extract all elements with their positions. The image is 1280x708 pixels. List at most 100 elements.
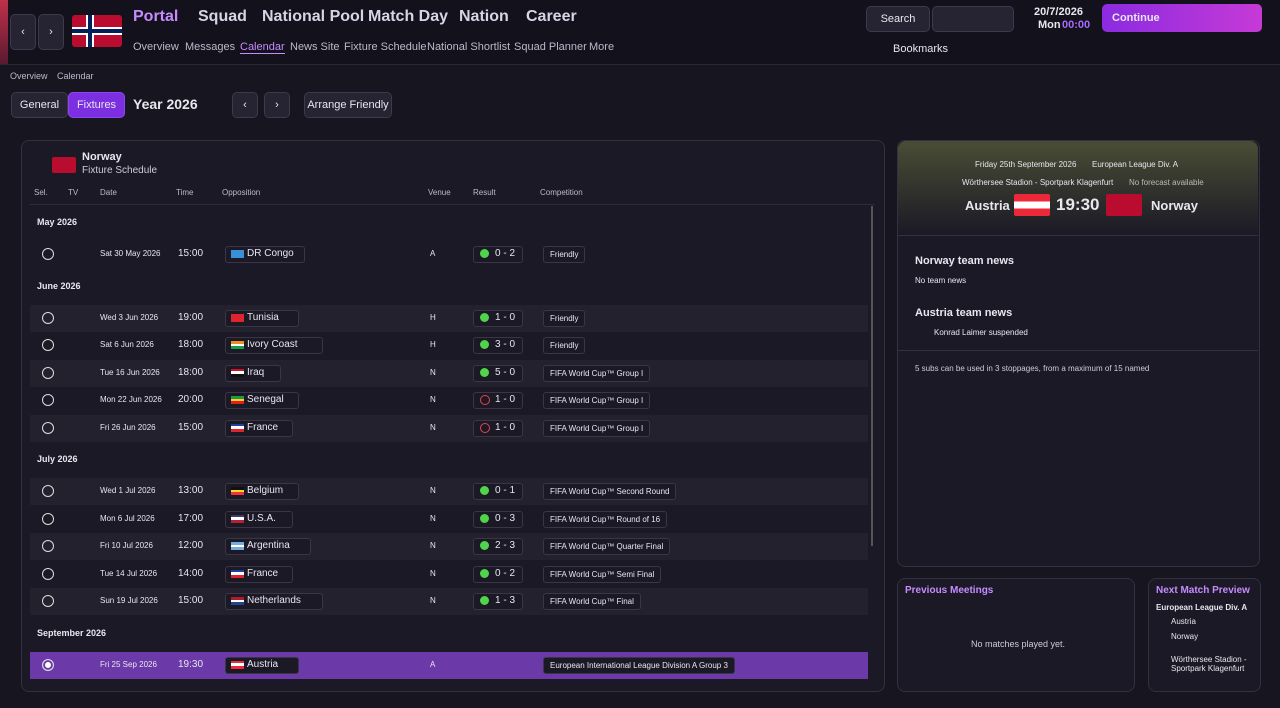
- fixture-time: 18:00: [178, 339, 204, 350]
- opposition[interactable]: Argentina: [247, 540, 290, 551]
- sub-nav-item[interactable]: National Shortlist: [427, 41, 511, 53]
- flag: [231, 368, 244, 377]
- column-header: Time: [176, 188, 194, 197]
- flag: [231, 514, 244, 523]
- opposition-chip: [225, 593, 323, 610]
- tab[interactable]: Fixtures: [68, 92, 125, 118]
- fixture-date: Sat 30 May 2026: [100, 249, 161, 258]
- select-radio[interactable]: [42, 485, 54, 497]
- date: 20/7/2026: [1034, 6, 1083, 18]
- main-nav-item[interactable]: Portal: [133, 8, 179, 25]
- select-radio[interactable]: [42, 394, 54, 406]
- select-radio[interactable]: [42, 421, 54, 434]
- flag: [231, 250, 244, 259]
- away-flag: [1106, 194, 1142, 216]
- prev-button[interactable]: ‹: [232, 92, 258, 118]
- opposition[interactable]: Netherlands: [247, 595, 301, 606]
- opposition[interactable]: DR Congo: [247, 248, 294, 259]
- venue: N: [430, 486, 436, 495]
- flag-stripe: [231, 602, 244, 606]
- flag-stripe: [231, 574, 244, 578]
- fixture-row[interactable]: [30, 414, 868, 442]
- opposition[interactable]: Iraq: [247, 366, 265, 378]
- fixture-row[interactable]: [30, 359, 868, 387]
- next-button[interactable]: ›: [264, 92, 290, 118]
- flag-stripe: [231, 514, 244, 518]
- sub-nav-item[interactable]: Calendar: [240, 41, 285, 54]
- opposition[interactable]: Austria: [247, 658, 279, 670]
- news-text: No team news: [915, 276, 967, 285]
- search-button[interactable]: Search: [866, 6, 930, 32]
- sub-nav-item[interactable]: News Site: [290, 41, 340, 53]
- opposition[interactable]: Belgium: [247, 485, 284, 496]
- fixture-row[interactable]: [30, 588, 868, 615]
- sub-nav-item[interactable]: More: [589, 41, 615, 53]
- opposition[interactable]: France: [247, 567, 279, 579]
- flag: [231, 542, 244, 551]
- main-nav-item[interactable]: Nation: [459, 8, 509, 25]
- back-button[interactable]: ‹: [10, 14, 36, 50]
- opposition[interactable]: Tunisia: [247, 311, 279, 323]
- result-icon: [480, 486, 489, 495]
- venue: N: [430, 596, 436, 605]
- fixture-date: Wed 3 Jun 2026: [100, 312, 159, 322]
- result: 0 - 2: [495, 248, 516, 259]
- fixture-time: 14:00: [178, 567, 204, 579]
- flag-stripe: [231, 401, 244, 405]
- year[interactable]: Year 2026: [133, 96, 198, 112]
- continue-button[interactable]: Continue: [1102, 4, 1262, 32]
- fixture-row[interactable]: [30, 478, 868, 505]
- flag-stripe: [231, 252, 244, 256]
- fixture-date: Fri 26 Jun 2026: [100, 422, 156, 432]
- opposition[interactable]: France: [247, 421, 279, 433]
- select-radio[interactable]: [42, 248, 54, 260]
- fixture-row[interactable]: [30, 332, 868, 359]
- main-nav-item[interactable]: Match Day: [368, 8, 449, 25]
- result-icon: [480, 312, 489, 322]
- select-radio[interactable]: [42, 339, 54, 351]
- column-header: Competition: [540, 188, 583, 197]
- arrange-button[interactable]: Arrange Friendly: [304, 92, 392, 118]
- sub-nav-item[interactable]: Overview: [133, 41, 179, 53]
- bookmarks[interactable]: Bookmarks: [893, 43, 949, 55]
- main-nav-item[interactable]: Career: [526, 8, 577, 25]
- select-radio[interactable]: [42, 567, 54, 580]
- opposition[interactable]: U.S.A.: [247, 512, 276, 524]
- main-nav-item[interactable]: National Pool: [262, 8, 365, 25]
- flag: [231, 597, 244, 606]
- select-radio[interactable]: [42, 658, 54, 671]
- select-radio[interactable]: [42, 540, 54, 552]
- nation-flag: [72, 15, 122, 47]
- main-nav-item[interactable]: Squad: [198, 8, 247, 25]
- preview-title: Next Match Preview: [1156, 585, 1250, 596]
- fixture-row[interactable]: [30, 506, 868, 533]
- forward-button[interactable]: ›: [38, 14, 64, 50]
- subs-note: 5 subs can be used in 3 stoppages, from …: [915, 364, 1150, 373]
- preview-competition: European League Div. A: [1156, 603, 1248, 612]
- flag-stripe: [231, 426, 244, 429]
- flag-stripe: [231, 343, 244, 347]
- result: 0 - 2: [495, 567, 516, 579]
- sub-nav-item[interactable]: Squad Planner: [514, 41, 587, 53]
- fixture-row[interactable]: [30, 533, 868, 560]
- match-competition: European League Div. A: [1092, 160, 1179, 169]
- competition-chip: European International League Division A…: [543, 656, 735, 674]
- select-radio[interactable]: [42, 512, 54, 525]
- sub-nav-item[interactable]: Messages: [185, 41, 236, 53]
- opposition[interactable]: Ivory Coast: [247, 339, 298, 350]
- select-radio[interactable]: [42, 311, 54, 324]
- competition-chip: FIFA World Cup™ Final: [543, 593, 641, 610]
- breadcrumb[interactable]: Overview: [10, 71, 48, 81]
- sub-nav-item[interactable]: Fixture Schedule: [344, 41, 427, 53]
- select-radio[interactable]: [42, 366, 54, 379]
- competition-chip: FIFA World Cup™ Second Round: [543, 483, 677, 500]
- flag-stripe: [231, 341, 244, 344]
- flag-stripe: [231, 313, 244, 317]
- fixture-time: 15:00: [178, 248, 204, 259]
- flag-stripe: [231, 255, 244, 259]
- tab[interactable]: General: [11, 92, 68, 118]
- fixture-row[interactable]: [30, 304, 868, 332]
- opposition[interactable]: Senegal: [247, 394, 284, 405]
- preview-stadium: Wörthersee Stadion - Sportpark Klagenfur…: [1171, 655, 1247, 673]
- select-radio[interactable]: [42, 595, 54, 607]
